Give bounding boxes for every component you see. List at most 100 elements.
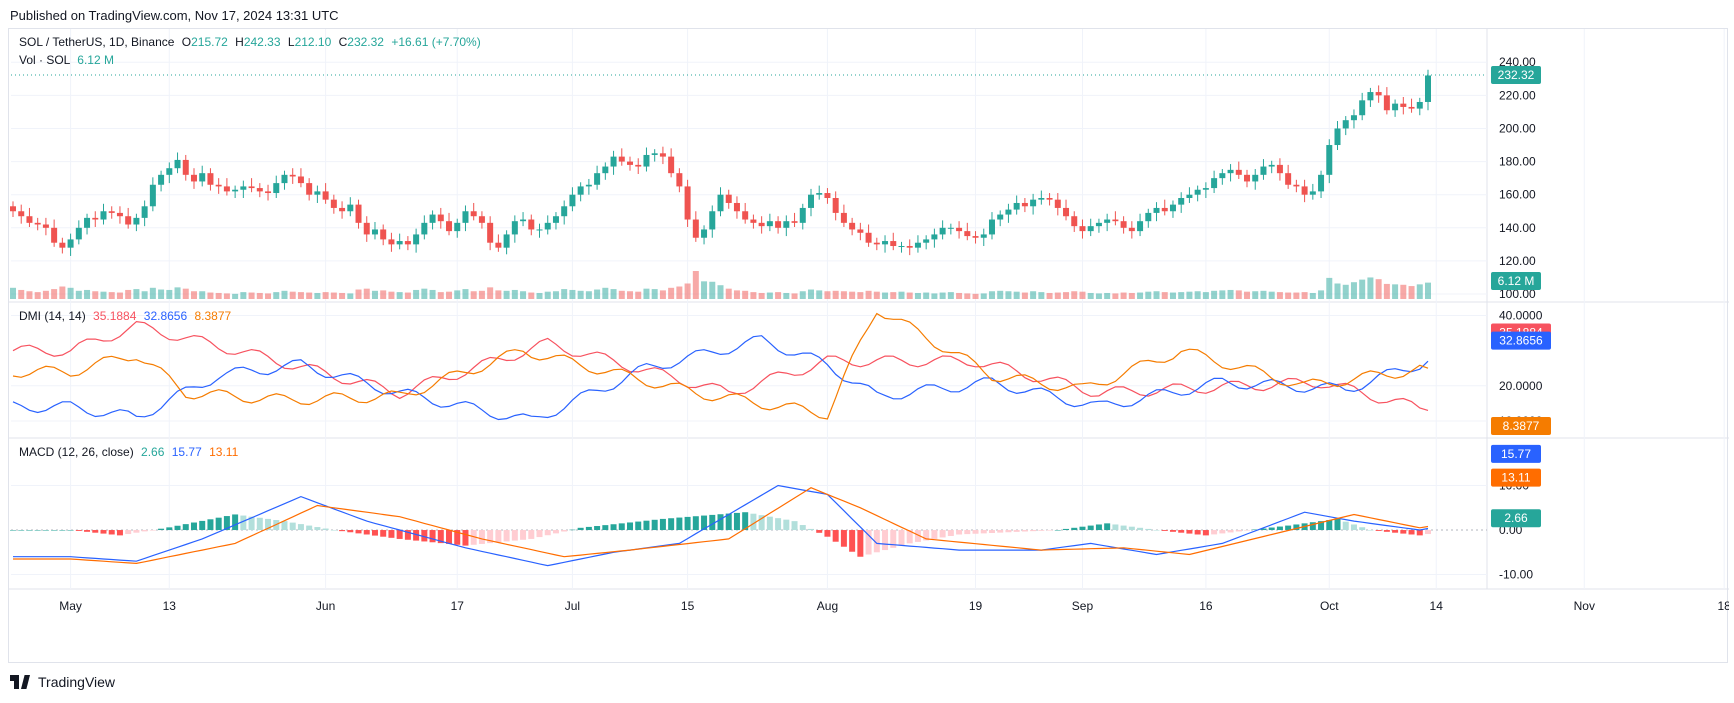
candle-body[interactable] [1046, 198, 1053, 200]
candle-body[interactable] [972, 236, 979, 238]
candle-body[interactable] [627, 161, 634, 165]
candle-body[interactable] [701, 229, 708, 238]
candle-body[interactable] [1030, 199, 1037, 207]
macd-series-line-2[interactable] [13, 487, 1429, 565]
candle-body[interactable] [1268, 164, 1275, 167]
candle-body[interactable] [939, 227, 946, 235]
candle-body[interactable] [1276, 164, 1283, 174]
candle-body[interactable] [297, 176, 304, 184]
candle-body[interactable] [914, 242, 921, 248]
candle-body[interactable] [980, 234, 987, 238]
candle-body[interactable] [1128, 227, 1135, 232]
candle-body[interactable] [1071, 216, 1078, 227]
candle-body[interactable] [273, 183, 280, 194]
candle-body[interactable] [1309, 191, 1316, 195]
candle-body[interactable] [1063, 207, 1070, 217]
candle-body[interactable] [330, 199, 337, 208]
candle-body[interactable] [1038, 198, 1045, 200]
candle-body[interactable] [182, 159, 189, 175]
candle-body[interactable] [1375, 92, 1382, 96]
symbol-label[interactable]: SOL / TetherUS, 1D, Binance [19, 35, 175, 49]
candle-body[interactable] [1087, 226, 1094, 232]
candle-body[interactable] [594, 173, 601, 185]
candle-body[interactable] [923, 239, 930, 243]
candle-body[interactable] [10, 206, 16, 212]
candle-body[interactable] [865, 232, 872, 243]
candle-body[interactable] [1219, 173, 1226, 179]
candle-body[interactable] [988, 219, 995, 235]
dmi-series-line-3[interactable] [12, 312, 1429, 420]
candle-body[interactable] [799, 207, 806, 223]
candle-body[interactable] [141, 206, 148, 218]
candle-body[interactable] [223, 186, 230, 192]
dmi-series-line-1[interactable] [12, 320, 1429, 411]
candle-body[interactable] [1260, 166, 1267, 175]
candle-body[interactable] [1350, 115, 1357, 121]
candle-body[interactable] [1112, 219, 1119, 222]
chart-frame[interactable]: May 13 Jun 17 Jul 15 Aug 19 Sep 16 Oct 14 Nov 18 240.0… [8, 28, 1729, 663]
candle-body[interactable] [775, 221, 782, 228]
candle-body[interactable] [470, 211, 477, 217]
candle-body[interactable] [355, 204, 362, 223]
candle-body[interactable] [1359, 100, 1366, 116]
candle-body[interactable] [1416, 101, 1423, 109]
candle-body[interactable] [59, 242, 66, 248]
candle-body[interactable] [956, 227, 963, 232]
candle-body[interactable] [503, 234, 510, 248]
candle-body[interactable] [1013, 202, 1020, 210]
candle-body[interactable] [906, 246, 913, 248]
candle-body[interactable] [281, 174, 288, 184]
candle-body[interactable] [1227, 169, 1234, 174]
candle-body[interactable] [158, 174, 165, 185]
candle-body[interactable] [421, 222, 428, 235]
candle-body[interactable] [840, 212, 847, 223]
candle-body[interactable] [873, 242, 880, 245]
candle-body[interactable] [1104, 219, 1111, 223]
candle-body[interactable] [890, 241, 897, 247]
candle-body[interactable] [668, 156, 675, 174]
candle-body[interactable] [347, 204, 354, 212]
candle-body[interactable] [232, 189, 239, 192]
candle-body[interactable] [1153, 207, 1160, 213]
candle-body[interactable] [717, 194, 724, 212]
candle-body[interactable] [602, 166, 609, 174]
candle-body[interactable] [84, 217, 91, 228]
candle-body[interactable] [380, 229, 387, 240]
candle-body[interactable] [882, 241, 889, 245]
candle-body[interactable] [1202, 188, 1209, 190]
candle-body[interactable] [1137, 221, 1144, 232]
candle-body[interactable] [1400, 103, 1407, 107]
candle-body[interactable] [1005, 209, 1012, 215]
volume-label[interactable]: Vol · SOL [19, 53, 70, 67]
candle-body[interactable] [388, 239, 395, 245]
candle-body[interactable] [429, 214, 436, 223]
candle-body[interactable] [248, 186, 255, 189]
candle-body[interactable] [783, 221, 790, 228]
candle-body[interactable] [396, 241, 403, 245]
candle-body[interactable] [108, 211, 115, 213]
candle-body[interactable] [725, 194, 732, 203]
candle-body[interactable] [585, 184, 592, 187]
candle-body[interactable] [1301, 186, 1308, 195]
candle-body[interactable] [149, 184, 156, 207]
candle-body[interactable] [314, 191, 321, 195]
candle-body[interactable] [34, 222, 41, 225]
candle-body[interactable] [289, 174, 296, 177]
candle-body[interactable] [807, 194, 814, 208]
candle-body[interactable] [42, 224, 49, 228]
candle-body[interactable] [520, 219, 527, 222]
candle-body[interactable] [166, 168, 173, 175]
candle-body[interactable] [1235, 169, 1242, 175]
candle-body[interactable] [1334, 128, 1341, 146]
candle-body[interactable] [676, 173, 683, 187]
candle-body[interactable] [1392, 103, 1399, 111]
candle-body[interactable] [363, 222, 370, 235]
dmi-label[interactable]: DMI (14, 14) [19, 309, 86, 323]
candle-body[interactable] [1293, 184, 1300, 187]
candle-body[interactable] [1145, 212, 1152, 222]
candle-body[interactable] [133, 217, 140, 225]
candle-body[interactable] [964, 231, 971, 237]
candle-body[interactable] [1342, 120, 1349, 129]
candle-body[interactable] [1318, 174, 1325, 192]
candle-body[interactable] [618, 156, 625, 162]
